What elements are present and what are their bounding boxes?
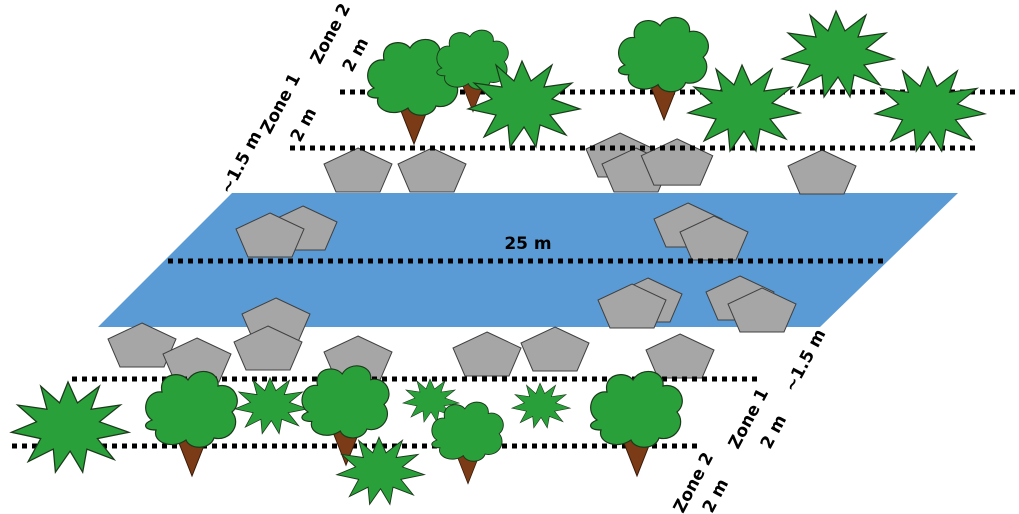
rock bbox=[397, 147, 467, 193]
tree bbox=[144, 370, 238, 477]
rock bbox=[787, 149, 857, 195]
rock bbox=[452, 331, 522, 377]
top-zone2-width-label: 2 m bbox=[339, 35, 373, 76]
bottom-vegetation bbox=[10, 365, 683, 505]
shrub bbox=[781, 10, 895, 98]
tree bbox=[617, 16, 709, 121]
tree bbox=[431, 401, 504, 485]
top-bank-width-label: ~1.5 m bbox=[217, 128, 267, 197]
tree bbox=[589, 370, 683, 477]
shrub bbox=[10, 381, 130, 473]
bottom-bank-width-label: ~1.5 m bbox=[781, 326, 831, 395]
rock bbox=[645, 333, 715, 379]
top-zone1-width-label: 2 m bbox=[287, 105, 321, 146]
rock bbox=[323, 147, 393, 193]
shrub bbox=[687, 64, 801, 152]
top-bank-rocks bbox=[323, 132, 857, 195]
shrub bbox=[874, 66, 986, 152]
shrub bbox=[511, 382, 571, 429]
top-vegetation bbox=[366, 10, 986, 152]
shrub bbox=[234, 377, 309, 434]
river-width-label: 25 m bbox=[504, 234, 551, 254]
rock bbox=[520, 326, 590, 372]
bottom-zone1-width-label: 2 m bbox=[757, 412, 791, 453]
